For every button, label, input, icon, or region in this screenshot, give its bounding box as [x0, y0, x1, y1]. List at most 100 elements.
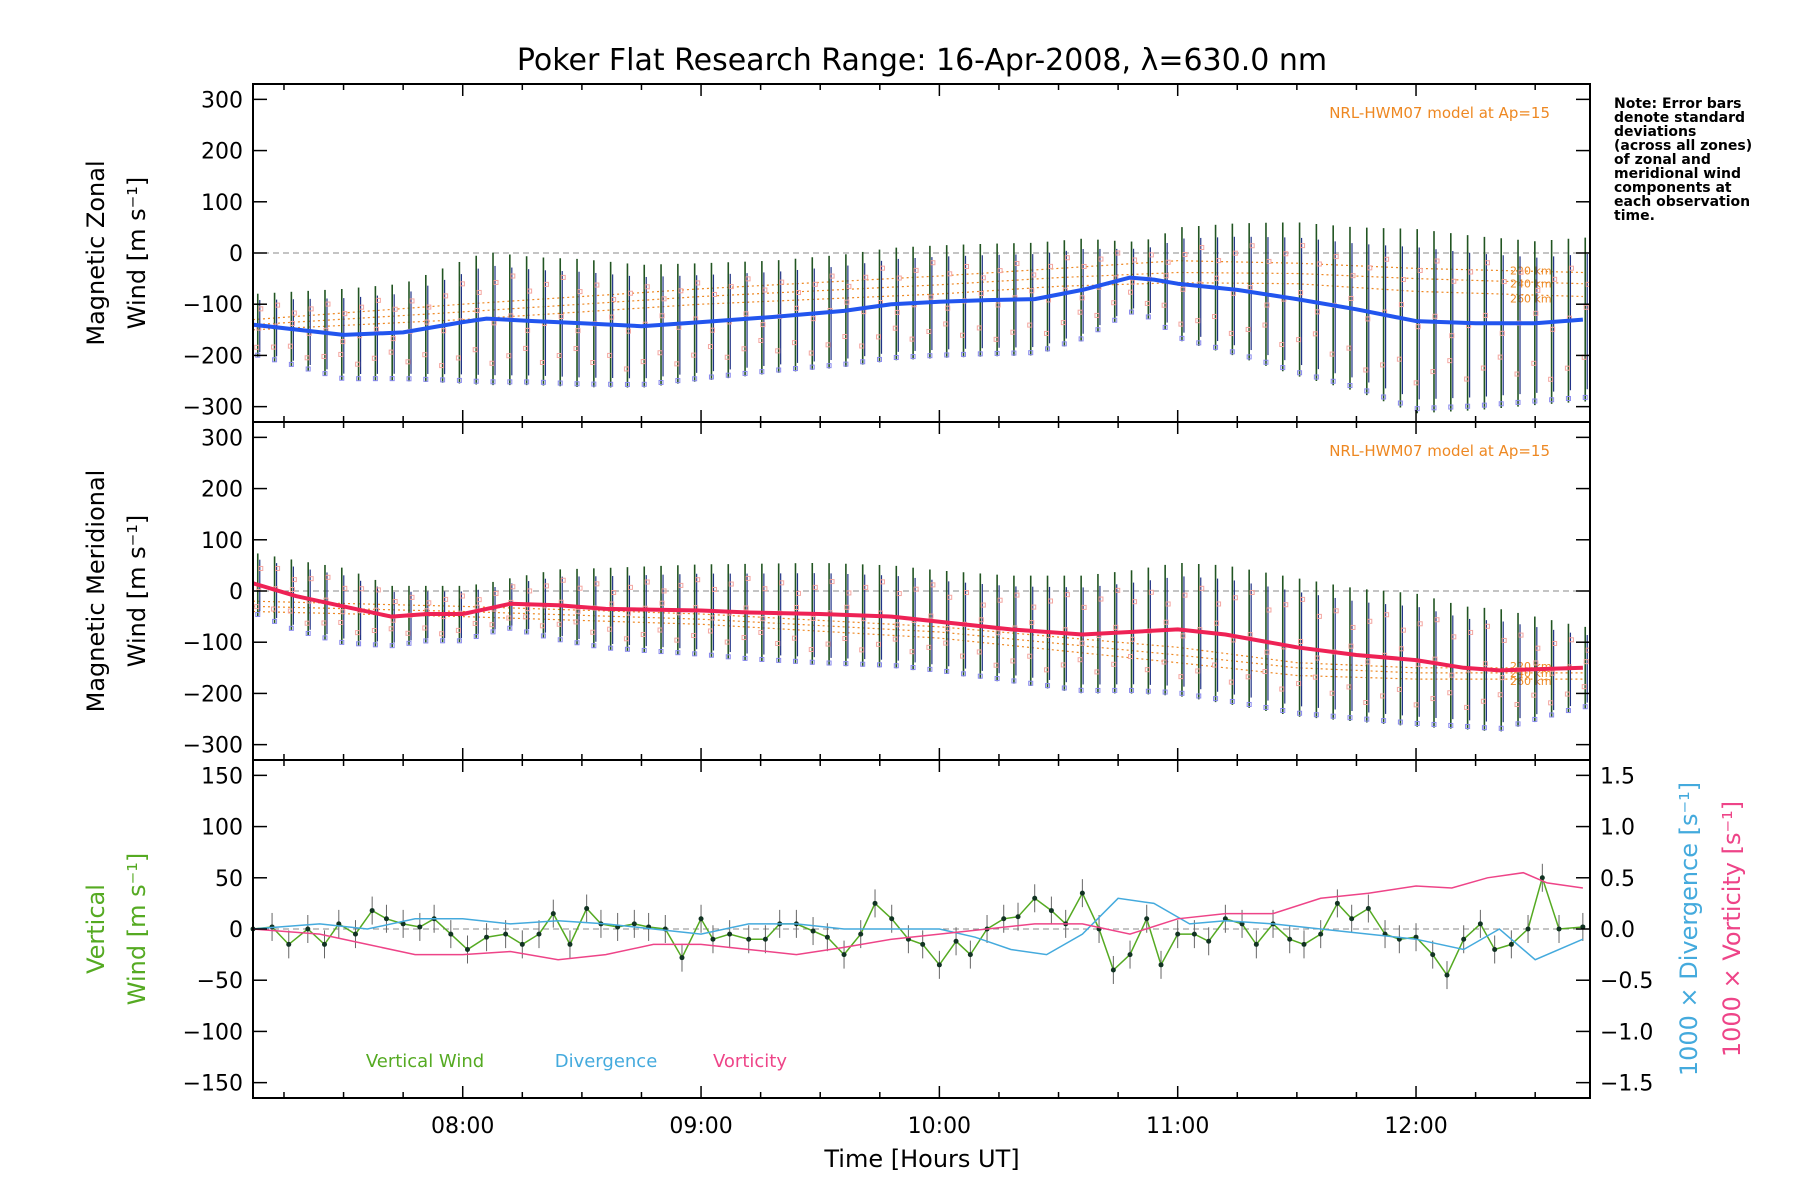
zonal-scatter-point	[575, 328, 581, 334]
meridional-scatter-point	[525, 606, 531, 612]
meridional-ytick-label: −100	[183, 631, 243, 656]
meridional-scatter-point-blue	[356, 641, 362, 647]
meridional-scatter-point	[674, 637, 680, 643]
zonal-scatter-point	[896, 275, 902, 281]
zonal-scatter-point	[793, 305, 799, 311]
zonal-scatter-point	[863, 274, 869, 280]
meridional-scatter-point	[623, 636, 629, 642]
zonal-scatter-point	[1447, 358, 1453, 364]
meridional-scatter-point-blue	[372, 642, 378, 648]
zonal-scatter-point	[441, 328, 447, 334]
zonal-model-curve-2	[252, 271, 1583, 326]
meridional-scatter-point	[1264, 649, 1270, 655]
zonal-scatter-point-blue	[809, 364, 815, 370]
zonal-ytick-label: 200	[201, 140, 243, 165]
zonal-scatter-point-blue	[641, 381, 647, 387]
meridional-scatter-point	[1518, 632, 1524, 638]
vertical-wind-point	[1127, 952, 1133, 958]
zonal-ytick-label: −300	[183, 396, 243, 421]
vertical-wind-point	[1144, 916, 1150, 922]
meridional-scatter-point	[812, 584, 818, 590]
meridional-scatter-point	[711, 586, 717, 592]
vertical-wind-point	[1539, 875, 1545, 881]
zonal-scatter-point	[424, 319, 430, 325]
meridional-scatter-point	[506, 615, 512, 621]
meridional-model-curve-3	[252, 610, 1583, 680]
meridional-scatter-point	[709, 615, 715, 621]
meridional-scatter-point	[844, 604, 850, 610]
meridional-scatter-point	[1195, 668, 1201, 674]
zonal-scatter-point-blue	[1582, 394, 1588, 400]
meridional-scatter-point	[793, 604, 799, 610]
vertical-wind-point	[631, 921, 637, 927]
zonal-scatter-point	[489, 360, 495, 366]
zonal-scatter-point	[1014, 260, 1020, 266]
meridional-scatter-point	[1535, 645, 1541, 651]
meridional-scatter-point	[1346, 684, 1352, 690]
meridional-scatter-point	[1514, 702, 1520, 708]
meridional-scatter-point	[894, 622, 900, 628]
meridional-scatter-point-blue	[1213, 696, 1219, 702]
zonal-scatter-point	[1098, 256, 1104, 262]
vertical-wind-point	[1287, 936, 1293, 942]
zonal-scatter-point-blue	[977, 351, 983, 357]
vertical-wind-point	[967, 952, 973, 958]
zonal-scatter-point-blue	[1347, 383, 1353, 389]
meridional-scatter-point	[1398, 646, 1404, 652]
meridional-scatter-point	[762, 586, 768, 592]
zonal-scatter-point-blue	[1011, 350, 1017, 356]
meridional-scatter-point	[661, 588, 667, 594]
zonal-scatter-point	[1501, 279, 1507, 285]
meridional-scatter-point	[1128, 654, 1134, 660]
meridional-scatter-point	[657, 627, 663, 633]
vertical-wind-point	[484, 934, 490, 940]
zonal-scatter-point	[1484, 260, 1490, 266]
meridional-scatter-point-blue	[490, 629, 496, 635]
meridional-scatter-point	[1079, 640, 1085, 646]
meridional-scatter-point	[976, 649, 982, 655]
meridional-scatter-point	[1400, 627, 1406, 633]
meridional-scatter-point	[1384, 612, 1390, 618]
meridional-scatter-point	[426, 600, 432, 606]
zonal-scatter-point	[1333, 254, 1339, 260]
meridional-scatter-point	[1163, 619, 1169, 625]
zonal-scatter-point	[506, 353, 512, 359]
chart-title: Poker Flat Research Range: 16-Apr-2008, …	[517, 43, 1327, 78]
meridional-scatter-point	[1501, 637, 1507, 643]
zonal-scatter-point	[1195, 318, 1201, 324]
zonal-scatter-point-blue	[1515, 399, 1521, 405]
zonal-model-label: NRL-HWM07 model at Ap=15	[1329, 104, 1550, 122]
zonal-scatter-point	[745, 276, 751, 282]
zonal-scatter-point	[762, 287, 768, 293]
vertical-wind-point	[1191, 931, 1197, 937]
vertical-wind-line	[252, 875, 1583, 977]
vertical-wind-point	[1444, 972, 1450, 978]
meridional-scatter-point	[863, 584, 869, 590]
meridional-scatter-point	[707, 628, 713, 634]
vertical-wind-point	[1222, 916, 1228, 922]
zonal-scatter-point-blue	[507, 379, 513, 385]
meridional-scatter-point	[1279, 686, 1285, 692]
meridional-scatter-point	[1029, 620, 1035, 626]
zonal-scatter-point	[392, 306, 398, 312]
zonal-scatter-point	[371, 355, 377, 361]
zonal-scatter-point	[1432, 313, 1438, 319]
meridional-scatter-point	[640, 632, 646, 638]
vertical-ylabel-line1: Vertical	[82, 884, 110, 974]
vertical-wind-point	[1301, 941, 1307, 947]
zonal-scatter-point	[1266, 258, 1272, 264]
zonal-scatter-point	[543, 281, 549, 287]
zonal-scatter-point-blue	[557, 380, 563, 386]
zonal-scatter-point	[1060, 320, 1066, 326]
zonal-scatter-point	[980, 275, 986, 281]
vertical-wind-point	[1461, 936, 1467, 942]
meridional-scatter-point	[947, 594, 953, 600]
x-tick-label: 08:00	[431, 1114, 494, 1139]
meridional-scatter-point	[691, 633, 697, 639]
zonal-model-altitude-3: 260 km	[1510, 293, 1552, 306]
meridional-scatter-point-blue	[1196, 693, 1202, 699]
meridional-ytick-label: 100	[201, 529, 243, 554]
zonal-scatter-point	[1212, 314, 1218, 320]
meridional-scatter-point	[1027, 653, 1033, 659]
zonal-scatter-point	[691, 352, 697, 358]
